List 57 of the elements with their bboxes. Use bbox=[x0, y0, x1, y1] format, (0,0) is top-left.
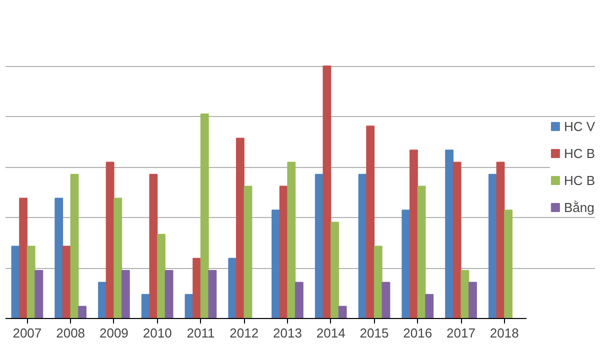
legend-label: HC B bbox=[564, 146, 595, 160]
x-tick-label: 2013 bbox=[273, 326, 302, 340]
bar bbox=[366, 126, 375, 318]
bar bbox=[445, 150, 454, 318]
x-tick-label: 2014 bbox=[316, 326, 346, 340]
bar bbox=[417, 186, 426, 318]
bar bbox=[452, 162, 462, 318]
bar bbox=[402, 210, 410, 318]
x-tick-label: 2011 bbox=[186, 326, 215, 340]
bar bbox=[62, 246, 71, 318]
bar bbox=[322, 66, 332, 318]
bar bbox=[200, 113, 209, 318]
x-tick-label: 2015 bbox=[360, 326, 389, 340]
bar bbox=[294, 282, 304, 318]
bar bbox=[106, 162, 114, 318]
bar bbox=[34, 270, 44, 318]
bar bbox=[468, 282, 477, 318]
bar bbox=[78, 306, 86, 318]
x-tick-label: 2008 bbox=[56, 326, 86, 340]
bar bbox=[114, 198, 122, 318]
x-tick-label: 2007 bbox=[12, 326, 42, 340]
legend-label: HC B bbox=[564, 172, 595, 188]
bar bbox=[330, 222, 339, 318]
bar bbox=[496, 162, 505, 318]
bar bbox=[244, 186, 252, 318]
bar bbox=[410, 150, 418, 318]
bar bbox=[192, 258, 202, 318]
bar bbox=[19, 198, 28, 318]
bar bbox=[236, 138, 244, 318]
bar bbox=[208, 270, 217, 318]
bar bbox=[164, 270, 174, 318]
bar bbox=[98, 282, 106, 318]
x-tick-label: 2012 bbox=[230, 326, 259, 340]
bar bbox=[425, 294, 434, 318]
x-tick-label: 2016 bbox=[403, 326, 432, 340]
bar bbox=[504, 210, 513, 318]
bar bbox=[382, 282, 390, 318]
bar bbox=[149, 174, 158, 318]
bar bbox=[287, 162, 296, 318]
bar bbox=[460, 270, 470, 318]
legend-label: Bằng bbox=[564, 200, 594, 214]
bar bbox=[488, 174, 497, 318]
bar bbox=[26, 246, 36, 318]
bar bbox=[54, 198, 64, 318]
legend-label: HC V bbox=[564, 118, 595, 134]
bar bbox=[70, 174, 79, 318]
bar bbox=[374, 246, 382, 318]
bar bbox=[314, 174, 324, 318]
x-tick-label: 2009 bbox=[99, 326, 128, 340]
bar bbox=[338, 306, 347, 318]
bar bbox=[228, 258, 237, 318]
x-tick-label: 2018 bbox=[490, 326, 519, 340]
bar bbox=[121, 270, 130, 318]
x-tick-label: 2010 bbox=[142, 326, 172, 340]
bar bbox=[272, 210, 280, 318]
bar bbox=[157, 234, 166, 318]
x-tick-label: 2017 bbox=[446, 326, 476, 340]
